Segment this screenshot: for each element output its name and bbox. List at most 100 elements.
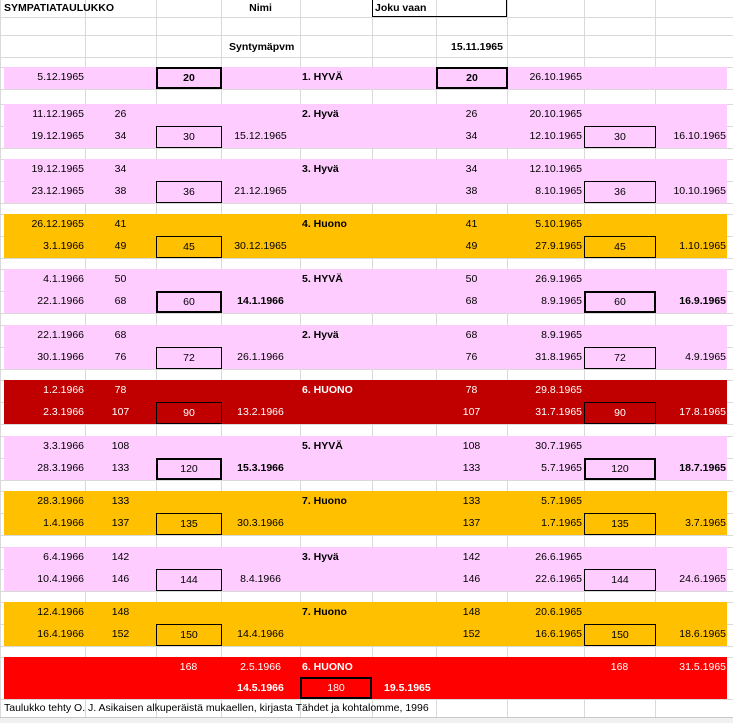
day-count[interactable]: 78 — [114, 384, 127, 396]
result-label[interactable]: 3. Hyvä — [302, 551, 339, 563]
end-date[interactable]: 5.7.1965 — [541, 495, 582, 507]
start-date[interactable]: 6.4.1966 — [43, 551, 84, 563]
day-count-box[interactable]: 45 — [156, 236, 222, 258]
end-date[interactable]: 5.10.1965 — [535, 218, 582, 230]
day-count-right[interactable]: 34 — [465, 163, 478, 175]
day-count-right[interactable]: 26 — [465, 108, 478, 120]
day-count[interactable]: 108 — [111, 440, 130, 452]
start-date[interactable]: 28.3.1966 — [37, 495, 84, 507]
day-count[interactable]: 34 — [114, 163, 127, 175]
start-date[interactable]: 10.4.1966 — [37, 573, 84, 585]
result-label[interactable]: 2. Hyvä — [302, 329, 339, 341]
day-count[interactable]: 68 — [114, 295, 127, 307]
day-count-right[interactable]: 76 — [465, 351, 478, 363]
date-bold[interactable]: 14.5.1966 — [237, 682, 284, 694]
end-date[interactable]: 30.7.1965 — [535, 440, 582, 452]
day-count-right[interactable]: 152 — [462, 628, 481, 640]
end-date[interactable]: 5.7.1965 — [541, 462, 582, 474]
result-label[interactable]: 6. HUONO — [302, 661, 353, 673]
day-count-box[interactable]: 90 — [156, 402, 222, 424]
start-date[interactable]: 19.12.1965 — [31, 130, 84, 142]
day-count-right[interactable]: 68 — [465, 329, 478, 341]
mid-date[interactable]: 15.3.1966 — [237, 462, 284, 474]
far-date[interactable]: 3.7.1965 — [685, 517, 726, 529]
result-label[interactable]: 5. HYVÄ — [302, 440, 343, 452]
day-count-box[interactable]: 150 — [156, 624, 222, 646]
mid-date[interactable]: 26.1.1966 — [237, 351, 284, 363]
start-date[interactable]: 22.1.1966 — [37, 295, 84, 307]
day-count-right[interactable]: 108 — [462, 440, 481, 452]
day-count[interactable]: 34 — [114, 130, 127, 142]
day-count-right[interactable]: 148 — [462, 606, 481, 618]
end-date[interactable]: 20.10.1965 — [529, 108, 582, 120]
start-date[interactable]: 12.4.1966 — [37, 606, 84, 618]
start-date[interactable]: 22.1.1966 — [37, 329, 84, 341]
end-date[interactable]: 8.9.1965 — [541, 329, 582, 341]
day-count[interactable]: 38 — [114, 185, 127, 197]
day-count-box-right[interactable]: 120 — [584, 458, 656, 480]
start-date[interactable]: 23.12.1965 — [31, 185, 84, 197]
day-count[interactable]: 41 — [114, 218, 127, 230]
day-count-right[interactable]: 68 — [465, 295, 478, 307]
date-bold-right[interactable]: 19.5.1965 — [384, 682, 431, 694]
day-count[interactable]: 26 — [114, 108, 127, 120]
day-count-right[interactable]: 41 — [465, 218, 478, 230]
start-date[interactable]: 11.12.1965 — [32, 108, 84, 120]
day-count[interactable]: 133 — [111, 495, 130, 507]
far-date[interactable]: 16.10.1965 — [673, 130, 726, 142]
far-date[interactable]: 10.10.1965 — [673, 185, 726, 197]
day-count-right[interactable]: 34 — [465, 130, 478, 142]
day-count-box[interactable]: 30 — [156, 126, 222, 148]
day-count-box-right[interactable]: 90 — [584, 402, 656, 424]
mid-date[interactable]: 13.2.1966 — [237, 406, 284, 418]
day-count-right[interactable]: 78 — [465, 384, 478, 396]
day-count-box-right[interactable]: 60 — [584, 291, 656, 313]
far-date[interactable]: 4.9.1965 — [685, 351, 726, 363]
start-date[interactable]: 19.12.1965 — [31, 163, 84, 175]
mid-date[interactable]: 14.4.1966 — [237, 628, 284, 640]
day-count-right[interactable]: 107 — [462, 406, 481, 418]
end-date[interactable]: 31.8.1965 — [535, 351, 582, 363]
end-date[interactable]: 12.10.1965 — [529, 130, 582, 142]
result-label[interactable]: 2. Hyvä — [302, 108, 339, 120]
end-date[interactable]: 20.6.1965 — [535, 606, 582, 618]
day-count-box[interactable]: 36 — [156, 181, 222, 203]
day-count-box-right[interactable]: 144 — [584, 569, 656, 591]
end-date[interactable]: 16.6.1965 — [535, 628, 582, 640]
day-count-right[interactable]: 49 — [465, 240, 478, 252]
start-date[interactable]: 2.3.1966 — [43, 406, 84, 418]
day-count-box[interactable]: 72 — [156, 347, 222, 369]
day-count-right[interactable]: 50 — [465, 273, 478, 285]
day-count-box[interactable]: 20 — [156, 67, 222, 89]
start-date[interactable]: 4.1.1966 — [43, 273, 84, 285]
day-count[interactable]: 148 — [111, 606, 130, 618]
day-count-right[interactable]: 133 — [462, 495, 481, 507]
day-count-right[interactable]: 133 — [462, 462, 481, 474]
day-count-box-right[interactable]: 72 — [584, 347, 656, 369]
day-count[interactable]: 146 — [111, 573, 130, 585]
end-date[interactable]: 29.8.1965 — [535, 384, 582, 396]
birth-date-input[interactable]: 15.11.1965 — [451, 41, 503, 53]
day-count-box[interactable]: 135 — [156, 513, 222, 535]
day-count-right[interactable]: 137 — [462, 517, 481, 529]
mid-date[interactable]: 30.3.1966 — [237, 517, 284, 529]
mid-date[interactable]: 14.1.1966 — [237, 295, 284, 307]
day-count-right[interactable]: 142 — [462, 551, 481, 563]
start-date[interactable]: 30.1.1966 — [37, 351, 84, 363]
day-count[interactable]: 68 — [114, 329, 127, 341]
day-count-box-right[interactable]: 135 — [584, 513, 656, 535]
end-date[interactable]: 8.9.1965 — [541, 295, 582, 307]
day-count-box-right[interactable]: 150 — [584, 624, 656, 646]
result-label[interactable]: 1. HYVÄ — [302, 71, 343, 83]
result-label[interactable]: 4. Huono — [302, 218, 347, 230]
end-date[interactable]: 27.9.1965 — [535, 240, 582, 252]
day-count-box-right[interactable]: 36 — [584, 181, 656, 203]
mid-date[interactable]: 15.12.1965 — [234, 130, 287, 142]
day-count[interactable]: 152 — [111, 628, 130, 640]
end-date[interactable]: 1.7.1965 — [541, 517, 582, 529]
date[interactable]: 2.5.1966 — [240, 661, 281, 673]
day-count-right[interactable]: 38 — [465, 185, 478, 197]
far-date[interactable]: 16.9.1965 — [679, 295, 726, 307]
day-count-right[interactable]: 168 — [610, 661, 629, 673]
